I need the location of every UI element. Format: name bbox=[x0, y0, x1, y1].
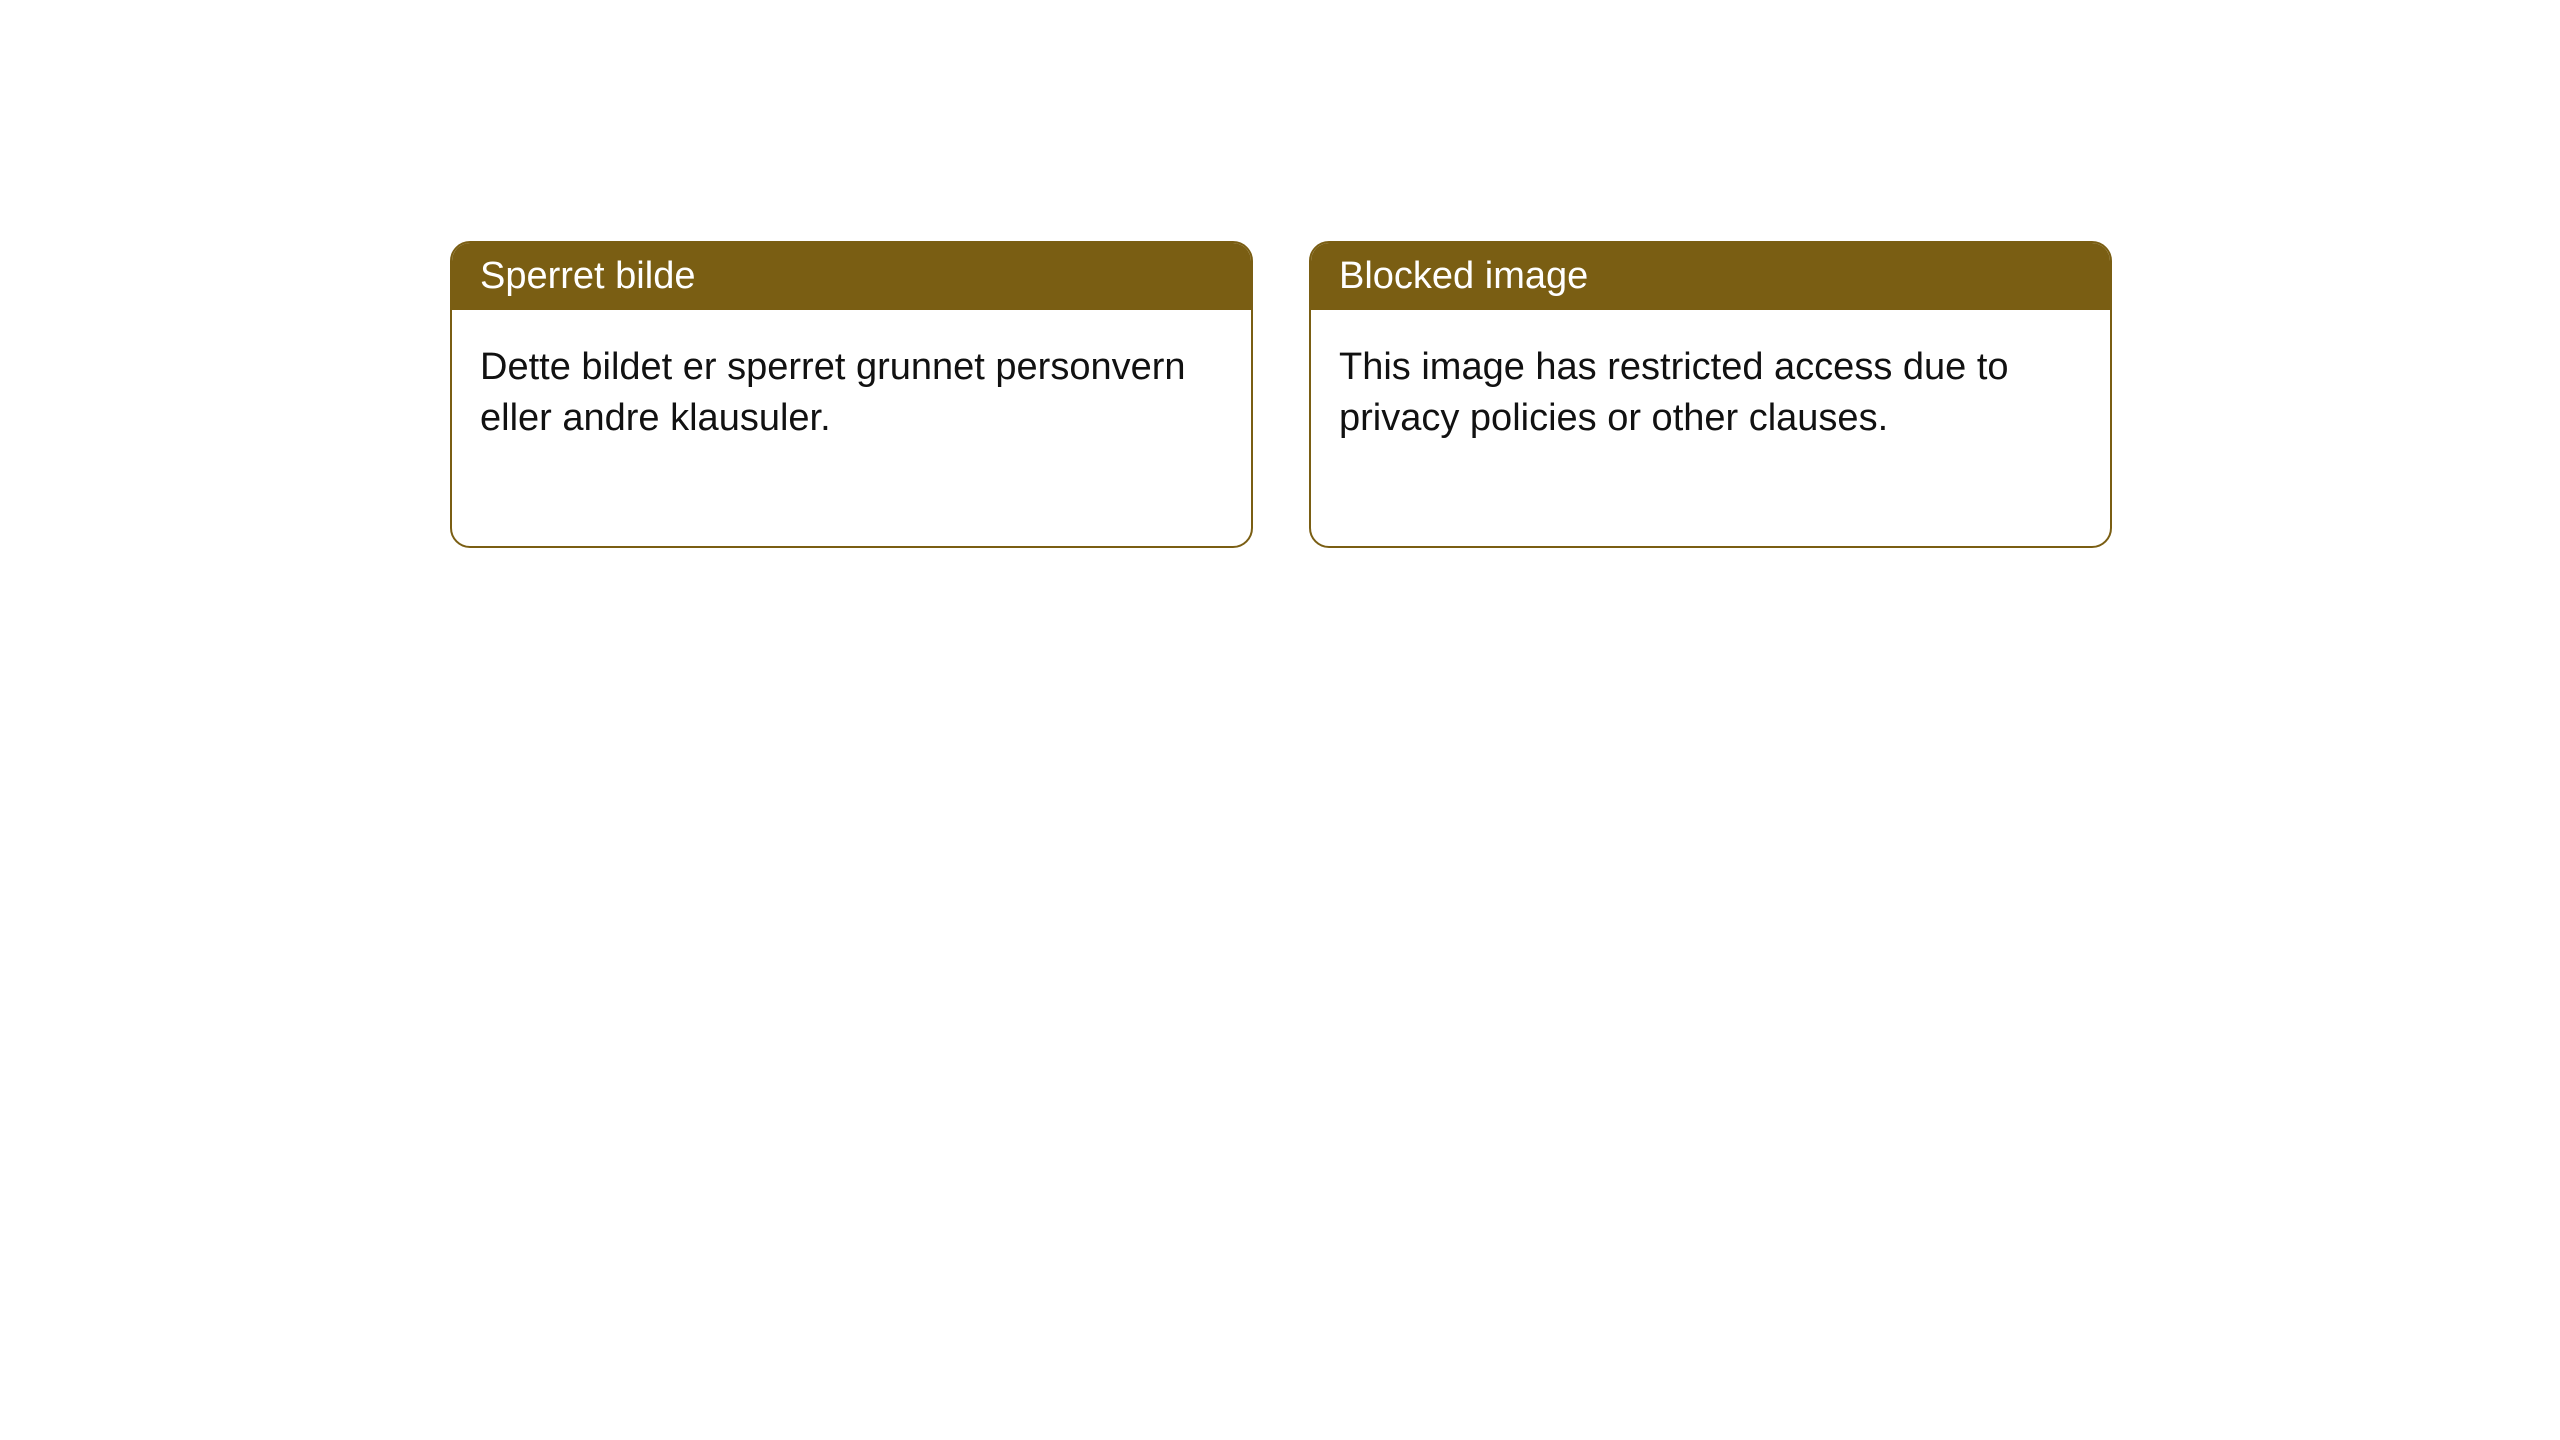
notice-cards-container: Sperret bilde Dette bildet er sperret gr… bbox=[0, 0, 2560, 548]
card-title: Sperret bilde bbox=[480, 255, 695, 297]
notice-card-norwegian: Sperret bilde Dette bildet er sperret gr… bbox=[450, 241, 1253, 548]
notice-card-english: Blocked image This image has restricted … bbox=[1309, 241, 2112, 548]
card-body-text: This image has restricted access due to … bbox=[1339, 346, 2009, 439]
card-body: This image has restricted access due to … bbox=[1311, 310, 2110, 546]
card-header: Sperret bilde bbox=[452, 243, 1251, 310]
card-body-text: Dette bildet er sperret grunnet personve… bbox=[480, 346, 1186, 439]
card-body: Dette bildet er sperret grunnet personve… bbox=[452, 310, 1251, 546]
card-header: Blocked image bbox=[1311, 243, 2110, 310]
card-title: Blocked image bbox=[1339, 255, 1588, 297]
